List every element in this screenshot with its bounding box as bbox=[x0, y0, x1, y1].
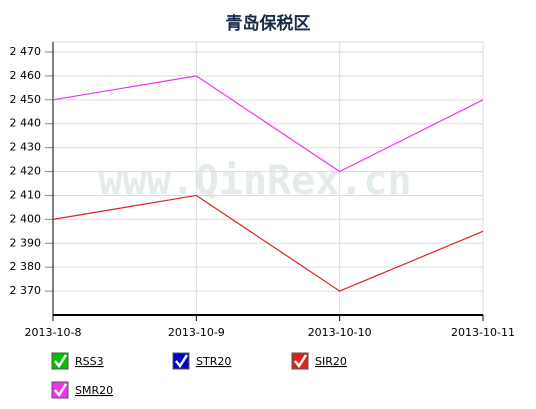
y-tick-label: 2 470 bbox=[10, 45, 42, 58]
legend-check[interactable] bbox=[294, 354, 308, 369]
legend-check[interactable] bbox=[54, 354, 68, 369]
y-tick-label: 2 440 bbox=[10, 117, 42, 130]
x-tick-label: 2013-10-8 bbox=[25, 326, 82, 339]
y-tick-label: 2 380 bbox=[10, 260, 42, 273]
watermark: www.QinRex.cn bbox=[98, 158, 411, 204]
x-tick-label: 2013-10-9 bbox=[168, 326, 225, 339]
series-line bbox=[52, 194, 484, 292]
legend-label[interactable]: RSS3 bbox=[75, 355, 104, 368]
y-tick-label: 2 390 bbox=[10, 236, 42, 249]
legend-label[interactable]: STR20 bbox=[196, 355, 231, 368]
y-tick-label: 2 420 bbox=[10, 165, 42, 178]
y-tick-label: 2 460 bbox=[10, 69, 42, 82]
y-tick-label: 2 450 bbox=[10, 93, 42, 106]
y-tick-label: 2 370 bbox=[10, 284, 42, 297]
chart-title: 青岛保税区 bbox=[226, 13, 311, 34]
series-line bbox=[52, 75, 484, 173]
x-tick-label: 2013-10-11 bbox=[451, 326, 515, 339]
y-tick-label: 2 400 bbox=[10, 212, 42, 225]
legend-check[interactable] bbox=[175, 354, 189, 369]
y-tick-label: 2 410 bbox=[10, 188, 42, 201]
legend-check[interactable] bbox=[54, 383, 68, 398]
legend-label[interactable]: SMR20 bbox=[75, 384, 113, 397]
legend-label[interactable]: SIR20 bbox=[315, 355, 347, 368]
x-tick-label: 2013-10-10 bbox=[308, 326, 372, 339]
y-tick-label: 2 430 bbox=[10, 141, 42, 154]
